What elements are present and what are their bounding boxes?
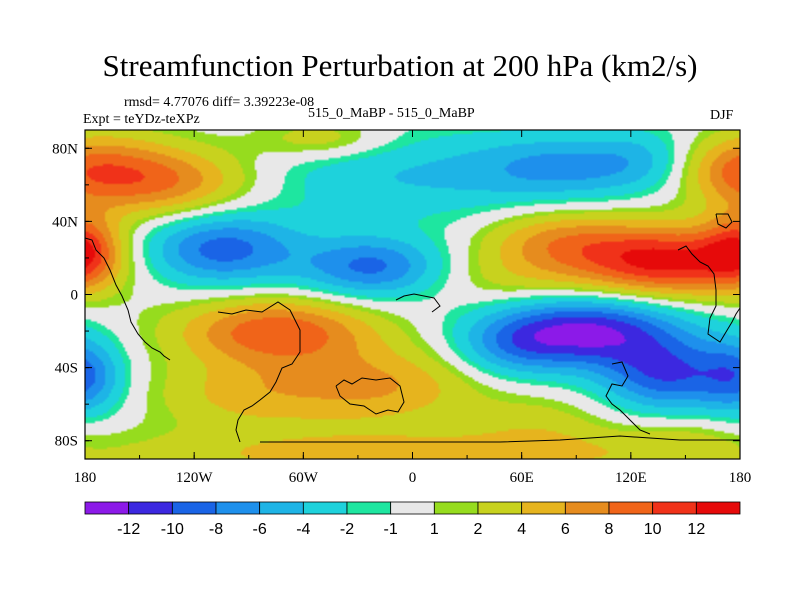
colorbar-label: -10 xyxy=(161,521,184,538)
coastline-south-america xyxy=(217,301,301,443)
y-tick-label: 80S xyxy=(55,434,78,450)
coastline-australia xyxy=(605,361,651,435)
season-label: DJF xyxy=(710,108,734,123)
x-tick-label: 180 xyxy=(74,470,97,486)
x-tick-label: 120W xyxy=(176,470,214,486)
colorbar-swatch xyxy=(128,501,173,515)
colorbar-label: -2 xyxy=(340,521,354,538)
colorbar-swatch xyxy=(477,501,523,515)
y-tick-label: 80N xyxy=(52,141,78,157)
colorbar-swatch xyxy=(608,501,654,515)
colorbar-label: -8 xyxy=(209,521,223,538)
colorbar: -12 -10 -8 -6 -4 -2 -1 1 2 4 6 8 10 12 xyxy=(84,501,741,538)
chart-title: Streamfunction Perturbation at 200 hPa (… xyxy=(102,48,698,83)
x-tick-label: 60W xyxy=(289,470,319,486)
colorbar-label: -1 xyxy=(384,521,398,538)
coastlines xyxy=(84,213,741,443)
colorbar-swatch xyxy=(215,501,261,515)
y-tick-label: 40N xyxy=(52,214,78,230)
colorbar-label: -6 xyxy=(253,521,267,538)
colorbar-swatch xyxy=(695,501,741,515)
y-tick-label: 0 xyxy=(71,288,79,304)
colorbar-swatch xyxy=(652,501,697,515)
colorbar-swatch xyxy=(84,501,130,515)
coastline-africa xyxy=(335,377,405,415)
coastline-asia xyxy=(677,245,741,343)
colorbar-label: 12 xyxy=(687,521,705,538)
colorbar-swatch xyxy=(433,501,479,515)
colorbar-label: 4 xyxy=(517,521,526,538)
x-axis: 180 120W 60W 0 60E 120E 180 xyxy=(74,130,752,486)
colorbar-swatch xyxy=(564,501,610,515)
coastline-alaska xyxy=(715,213,733,229)
x-tick-label: 120E xyxy=(615,470,647,486)
colorbar-label: 2 xyxy=(474,521,483,538)
x-tick-label: 0 xyxy=(409,470,417,486)
colorbar-swatch xyxy=(259,501,304,515)
case-label: 515_0_MaBP - 515_0_MaBP xyxy=(308,106,475,121)
colorbar-swatch xyxy=(171,501,217,515)
stats-line: rmsd= 4.77076 diff= 3.39223e-08 xyxy=(124,95,315,110)
colorbar-label: 8 xyxy=(605,521,614,538)
y-axis: 80N 40N 0 40S 80S xyxy=(52,141,740,450)
colorbar-swatch xyxy=(346,501,392,515)
colorbar-label: 10 xyxy=(644,521,662,538)
colorbar-swatch xyxy=(390,501,435,515)
colorbar-label: 1 xyxy=(430,521,439,538)
coastline-europe xyxy=(395,293,441,313)
experiment-label: Expt = teYDz-teXPz xyxy=(83,112,200,127)
colorbar-label: 6 xyxy=(561,521,570,538)
x-tick-label: 180 xyxy=(729,470,752,486)
colorbar-label: -12 xyxy=(117,521,140,538)
x-tick-label: 60E xyxy=(510,470,534,486)
colorbar-swatch xyxy=(302,501,348,515)
coastline-antarctica xyxy=(260,435,740,443)
colorbar-label: -4 xyxy=(296,521,310,538)
coastline-north-america xyxy=(84,237,171,361)
y-tick-label: 40S xyxy=(55,361,78,377)
colorbar-swatch xyxy=(521,501,566,515)
